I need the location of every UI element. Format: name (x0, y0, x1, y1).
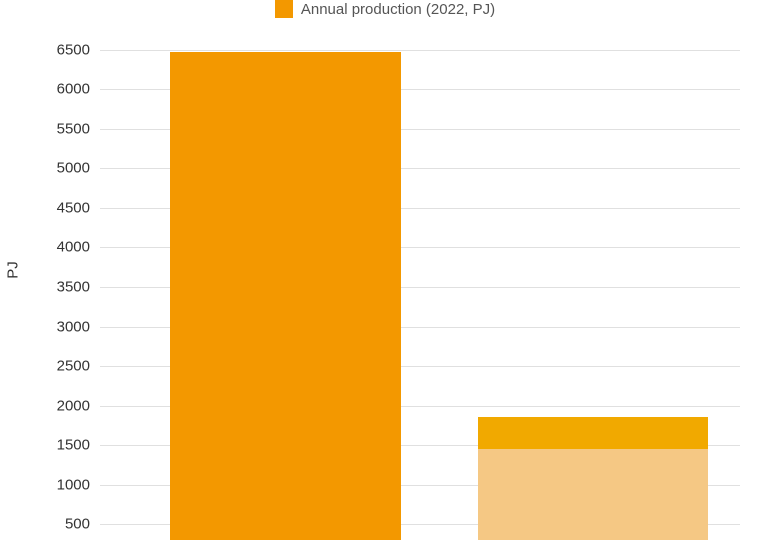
grid-line (100, 50, 740, 51)
y-tick-label: 2500 (57, 358, 100, 375)
y-tick-label: 4500 (57, 199, 100, 216)
y-tick-label: 1500 (57, 437, 100, 454)
bar-segment (478, 417, 708, 449)
y-tick-label: 5000 (57, 160, 100, 177)
legend-label-0: Annual production (2022, PJ) (301, 1, 495, 18)
bar-segment (170, 52, 400, 540)
y-tick-label: 3500 (57, 278, 100, 295)
y-tick-label: 2000 (57, 397, 100, 414)
y-tick-label: 6500 (57, 41, 100, 58)
bar-segment (478, 449, 708, 540)
y-tick-label: 3000 (57, 318, 100, 335)
plot-area: 5001000150020002500300035004000450050005… (100, 30, 740, 540)
y-tick-label: 5500 (57, 120, 100, 137)
legend: Annual production (2022, PJ) (0, 0, 770, 23)
y-tick-label: 6000 (57, 81, 100, 98)
y-axis-label: PJ (4, 261, 21, 279)
y-tick-label: 4000 (57, 239, 100, 256)
chart-container: { "chart": { "type": "bar", "ylabel": "P… (0, 0, 770, 540)
y-tick-label: 1000 (57, 476, 100, 493)
legend-item-0: Annual production (2022, PJ) (275, 0, 495, 18)
y-tick-label: 500 (65, 516, 100, 533)
legend-swatch-0 (275, 0, 293, 18)
